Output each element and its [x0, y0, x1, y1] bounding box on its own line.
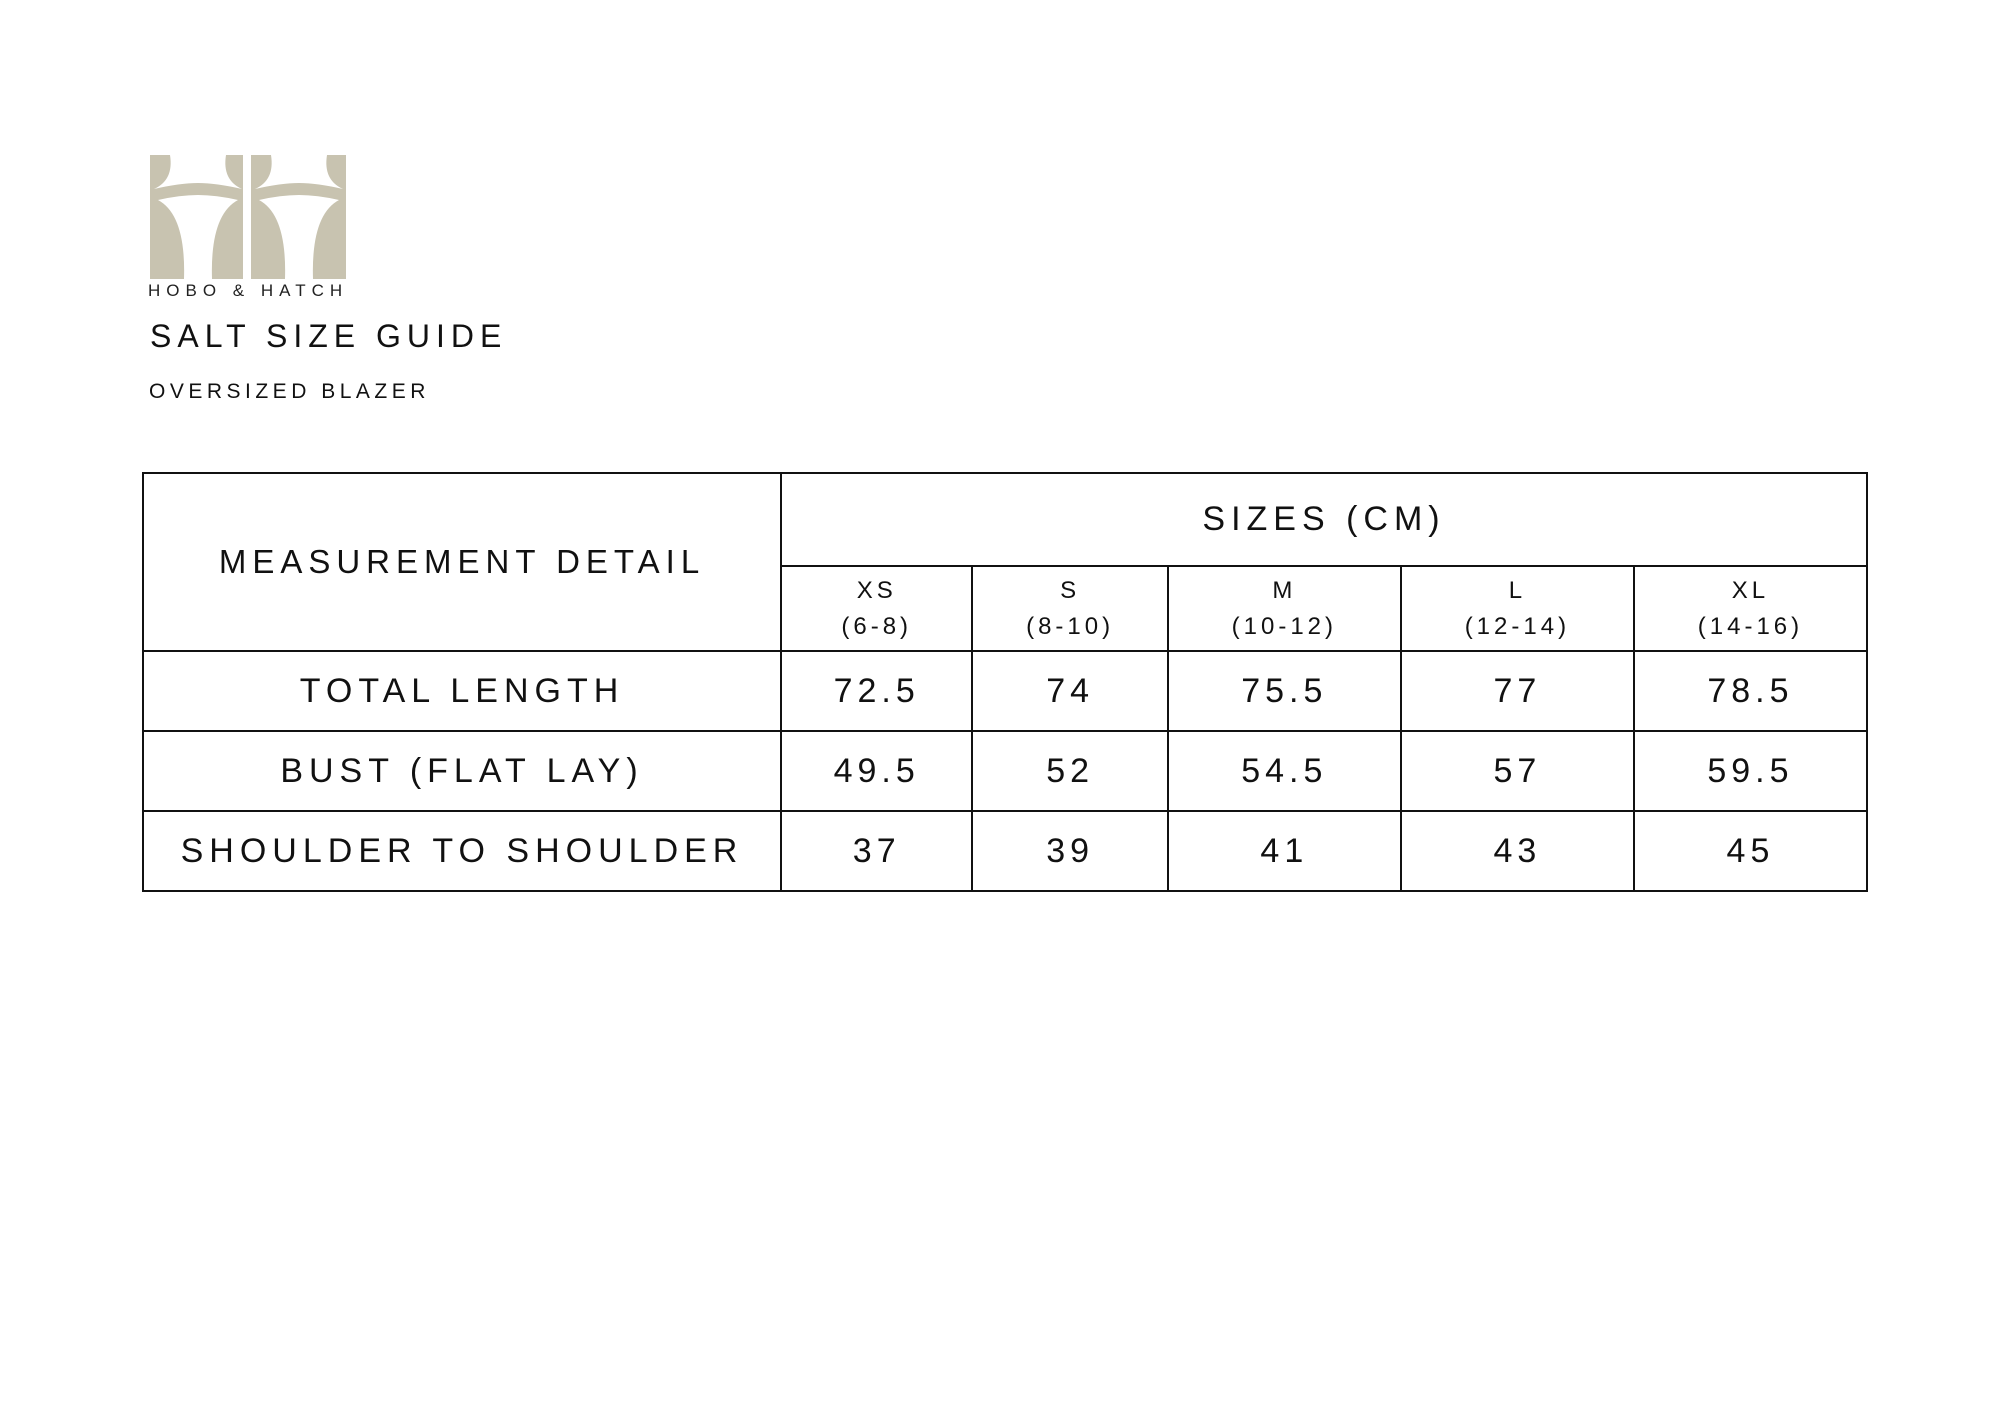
table-row: TOTAL LENGTH 72.5 74 75.5 77 78.5	[142, 650, 1869, 732]
size-column-header: S (8-10)	[971, 565, 1169, 652]
measurement-value: 59.5	[1632, 730, 1869, 812]
measurement-value: 74	[971, 650, 1169, 732]
measurement-value: 72.5	[779, 650, 974, 732]
size-range: (8-10)	[1026, 612, 1115, 640]
size-column-header: XL (14-16)	[1632, 565, 1869, 652]
page-subtitle: OVERSIZED BLAZER	[149, 380, 430, 403]
row-label: SHOULDER TO SHOULDER	[142, 810, 782, 892]
size-label: XS	[856, 576, 897, 604]
size-range: (6-8)	[841, 612, 913, 640]
row-label: TOTAL LENGTH	[142, 650, 782, 732]
size-label: S	[1060, 576, 1081, 604]
brand-logo	[150, 155, 346, 279]
measurement-value: 52	[971, 730, 1169, 812]
size-column-header: XS (6-8)	[779, 565, 974, 652]
measurement-value: 39	[971, 810, 1169, 892]
size-range: (14-16)	[1697, 612, 1804, 640]
size-label: L	[1508, 576, 1527, 604]
size-column-header: L (12-14)	[1399, 565, 1635, 652]
measurement-value: 45	[1632, 810, 1869, 892]
size-label: XL	[1731, 576, 1770, 604]
page-title: SALT SIZE GUIDE	[150, 318, 508, 354]
measurement-value: 41	[1166, 810, 1402, 892]
size-table: MEASUREMENT DETAIL SIZES (CM) XS (6-8) S (8…	[142, 472, 1869, 892]
measurement-value: 78.5	[1632, 650, 1869, 732]
table-row: BUST (FLAT LAY) 49.5 52 54.5 57 59.5	[142, 730, 1869, 812]
measurement-value: 37	[779, 810, 974, 892]
row-label: BUST (FLAT LAY)	[142, 730, 782, 812]
size-range: (12-14)	[1464, 612, 1571, 640]
size-range: (10-12)	[1231, 612, 1338, 640]
measurement-value: 77	[1399, 650, 1635, 732]
table-row: SHOULDER TO SHOULDER 37 39 41 43 45	[142, 810, 1869, 892]
size-column-header: M (10-12)	[1166, 565, 1402, 652]
measurement-header: MEASUREMENT DETAIL	[142, 472, 782, 652]
sizes-header: SIZES (CM)	[780, 472, 1868, 567]
measurement-value: 57	[1399, 730, 1635, 812]
size-label: M	[1272, 576, 1297, 604]
measurement-value: 49.5	[779, 730, 974, 812]
measurement-value: 54.5	[1166, 730, 1402, 812]
brand-name: HOBO & HATCH	[148, 281, 349, 300]
measurement-value: 43	[1399, 810, 1635, 892]
measurement-value: 75.5	[1166, 650, 1402, 732]
